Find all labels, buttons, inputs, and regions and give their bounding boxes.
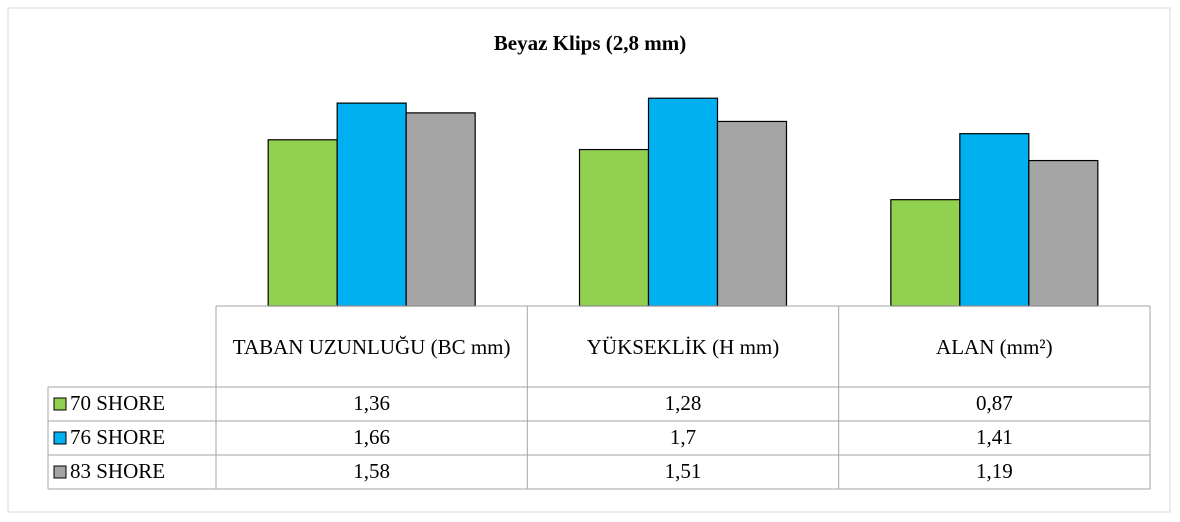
data-label: 1,36 xyxy=(353,391,390,415)
legend-label: 70 SHORE xyxy=(70,391,165,415)
data-label: 1,58 xyxy=(353,459,390,483)
data-label: 1,41 xyxy=(976,425,1013,449)
bar xyxy=(578,148,650,307)
bar xyxy=(1028,159,1099,307)
legend-swatch xyxy=(53,465,67,479)
category-cell: ALAN (mm²) xyxy=(936,334,1053,359)
data-label: 1,66 xyxy=(353,425,390,449)
chart-title: Beyaz Klips (2,8 mm) xyxy=(494,31,686,55)
x-tick-label: TABAN UZUNLUĞU (BC mm) xyxy=(232,334,511,359)
legend-label: 76 SHORE xyxy=(70,425,165,449)
category-cell: TABAN UZUNLUĞU (BC mm) xyxy=(232,334,511,359)
bar xyxy=(890,199,961,307)
data-label: 1,28 xyxy=(665,391,702,415)
bar xyxy=(959,133,1030,307)
data-label: 1,51 xyxy=(665,459,702,483)
data-label: 0,87 xyxy=(976,391,1013,415)
x-tick-label: ALAN (mm²) xyxy=(936,334,1053,359)
data-label: 1,19 xyxy=(976,459,1013,483)
legend-swatch xyxy=(53,431,67,445)
x-tick-label: YÜKSEKLİK (H mm) xyxy=(586,334,780,359)
bar xyxy=(267,139,338,307)
category-cell: YÜKSEKLİK (H mm) xyxy=(586,334,780,359)
legend-swatch xyxy=(53,397,67,411)
bar xyxy=(647,97,719,307)
bar xyxy=(716,120,788,307)
bar xyxy=(405,112,476,307)
data-label: 1,7 xyxy=(670,425,696,449)
bar xyxy=(336,102,407,307)
legend-label: 83 SHORE xyxy=(70,459,165,483)
